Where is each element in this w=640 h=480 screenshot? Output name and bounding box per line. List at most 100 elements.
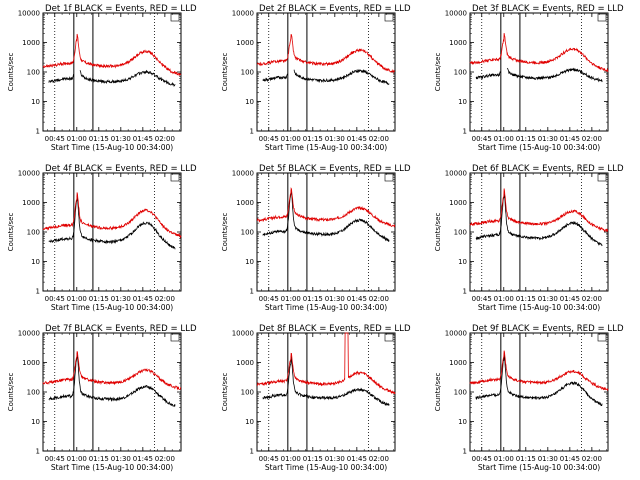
y-tick-label: 100: [454, 69, 467, 77]
x-tick-label: 01:15: [516, 295, 536, 303]
y-tick-label: 100: [241, 69, 254, 77]
x-tick-label: 01:15: [516, 135, 536, 143]
lld-series-line: [42, 351, 181, 391]
lld-series-line: [469, 33, 609, 73]
x-axis-label: Start Time (15-Aug-10 00:34:00): [265, 463, 387, 472]
plot-frame: [42, 172, 182, 292]
y-axis-label: Counts/sec: [221, 373, 229, 412]
y-tick-label: 10: [31, 98, 40, 106]
y-tick-label: 10: [245, 418, 254, 426]
legend-box: [384, 13, 394, 22]
chart-title: Det 1f BLACK = Events, RED = LLD: [45, 4, 197, 14]
y-tick-label: 1: [250, 128, 254, 136]
x-tick-label: 01:00: [494, 455, 514, 463]
x-tick-label: 00:45: [472, 135, 492, 143]
y-tick-label: 1: [463, 128, 467, 136]
y-tick-label: 10000: [18, 10, 40, 18]
y-tick-label: 100: [241, 389, 254, 397]
y-tick-label: 10000: [18, 330, 40, 338]
x-tick-label: 02:00: [369, 135, 389, 143]
x-axis-label: Start Time (15-Aug-10 00:34:00): [265, 143, 387, 152]
y-tick-label: 10000: [232, 170, 254, 178]
x-tick-label: 01:45: [347, 135, 367, 143]
y-tick-label: 10000: [445, 170, 467, 178]
events-series-line: [48, 69, 176, 87]
y-tick-label: 100: [27, 229, 40, 237]
x-tick-label: 01:15: [89, 135, 109, 143]
x-tick-label: 01:45: [347, 455, 367, 463]
x-tick-label: 01:00: [67, 135, 87, 143]
y-tick-label: 10: [31, 258, 40, 266]
plot-frame: [256, 332, 396, 452]
plot-frame: [469, 12, 609, 132]
y-tick-label: 100: [241, 229, 254, 237]
x-tick-label: 00:45: [259, 295, 279, 303]
y-axis-label: Counts/sec: [7, 53, 15, 92]
y-tick-label: 10: [458, 258, 467, 266]
y-tick-label: 100: [27, 389, 40, 397]
x-tick-label: 01:15: [89, 455, 109, 463]
lld-series-line: [469, 188, 609, 233]
events-series-line: [262, 190, 390, 243]
x-tick-label: 02:00: [582, 455, 602, 463]
events-series-line: [48, 195, 176, 250]
chart-title: Det 5f BLACK = Events, RED = LLD: [259, 164, 411, 174]
chart-title: Det 9f BLACK = Events, RED = LLD: [472, 324, 624, 334]
y-tick-label: 10: [245, 98, 254, 106]
events-series-line: [475, 353, 603, 407]
lld-series-line: [469, 350, 609, 392]
x-tick-label: 01:30: [111, 455, 131, 463]
y-tick-label: 1000: [236, 359, 254, 367]
y-tick-label: 1: [36, 448, 40, 456]
x-tick-label: 01:30: [538, 135, 558, 143]
x-axis-label: Start Time (15-Aug-10 00:34:00): [51, 303, 173, 312]
x-tick-label: 01:00: [281, 135, 301, 143]
events-series-line: [475, 193, 603, 247]
x-tick-label: 01:45: [133, 135, 153, 143]
y-tick-label: 1000: [449, 39, 467, 47]
x-tick-label: 01:30: [325, 295, 345, 303]
x-tick-label: 01:45: [347, 295, 367, 303]
x-tick-label: 01:45: [133, 455, 153, 463]
y-tick-label: 10: [458, 418, 467, 426]
y-axis-label: Counts/sec: [221, 53, 229, 92]
x-tick-label: 01:15: [303, 455, 323, 463]
detector-chart: Det 5f BLACK = Events, RED = LLD 1 10 100 10…: [221, 164, 411, 312]
x-tick-label: 01:00: [494, 295, 514, 303]
x-tick-label: 00:45: [472, 295, 492, 303]
detector-chart: Det 8f BLACK = Events, RED = LLD 1 10 100 10…: [221, 324, 411, 472]
x-tick-label: 02:00: [582, 295, 602, 303]
lld-series-line: [42, 33, 182, 76]
chart-title: Det 8f BLACK = Events, RED = LLD: [259, 324, 411, 334]
y-axis-label: Counts/sec: [434, 373, 442, 412]
events-series-line: [262, 356, 390, 406]
y-axis-label: Counts/sec: [434, 213, 442, 252]
x-tick-label: 00:45: [45, 295, 65, 303]
chart-title: Det 7f BLACK = Events, RED = LLD: [45, 324, 197, 334]
x-tick-label: 01:00: [494, 135, 514, 143]
x-tick-label: 01:15: [89, 295, 109, 303]
x-tick-label: 01:45: [560, 135, 580, 143]
x-tick-label: 01:15: [303, 135, 323, 143]
y-tick-label: 1: [463, 448, 467, 456]
y-axis-label: Counts/sec: [7, 373, 15, 412]
x-axis-label: Start Time (15-Aug-10 00:34:00): [478, 303, 600, 312]
x-axis-label: Start Time (15-Aug-10 00:34:00): [51, 463, 173, 472]
x-tick-label: 01:30: [325, 455, 345, 463]
y-tick-label: 10000: [232, 330, 254, 338]
x-axis-label: Start Time (15-Aug-10 00:34:00): [478, 143, 600, 152]
legend-box: [384, 333, 394, 342]
x-tick-label: 01:30: [538, 455, 558, 463]
x-tick-label: 02:00: [155, 135, 175, 143]
chart-title: Det 4f BLACK = Events, RED = LLD: [45, 164, 197, 174]
detector-chart: Det 1f BLACK = Events, RED = LLD 1 10 100 10…: [7, 4, 197, 152]
chart-title: Det 6f BLACK = Events, RED = LLD: [472, 164, 624, 174]
y-tick-label: 10000: [232, 10, 254, 18]
lld-series-line: [257, 187, 396, 228]
y-tick-label: 10: [458, 98, 467, 106]
events-series-line: [262, 68, 390, 85]
x-tick-label: 01:00: [281, 295, 301, 303]
chart-title: Det 2f BLACK = Events, RED = LLD: [259, 4, 411, 14]
y-tick-label: 1000: [22, 359, 40, 367]
x-axis-label: Start Time (15-Aug-10 00:34:00): [478, 463, 600, 472]
